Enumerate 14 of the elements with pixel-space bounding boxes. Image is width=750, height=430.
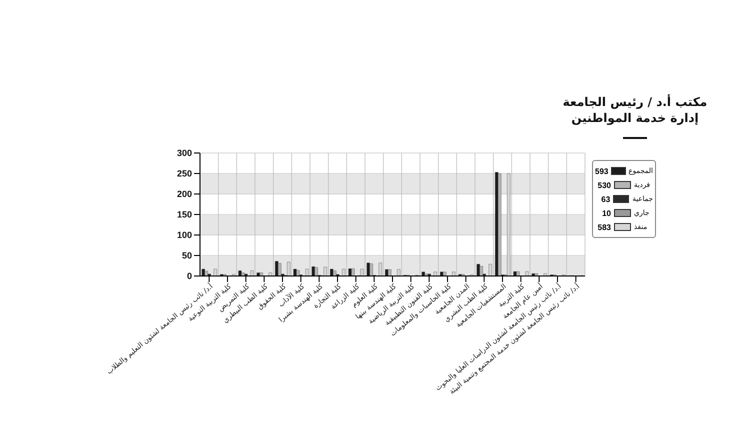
y-tick-label: 150 (176, 210, 192, 220)
text: 593 (595, 166, 608, 176)
y-tick-label: 200 (176, 189, 192, 200)
y-tick-label: 250 (176, 168, 192, 179)
y-tick-label: 300 (176, 148, 192, 158)
text: 10 (601, 208, 611, 218)
text: إدارة خدمة المواطنين (570, 110, 700, 126)
text: 63 (600, 194, 610, 204)
text: مكتب أ.د / رئيس الجامعة (562, 94, 708, 110)
y-tick-label: 0 (186, 271, 192, 282)
text: 583 (596, 222, 611, 232)
y-tick-label: 100 (176, 230, 192, 240)
text: 530 (596, 180, 611, 190)
y-tick-label: 50 (182, 250, 192, 261)
